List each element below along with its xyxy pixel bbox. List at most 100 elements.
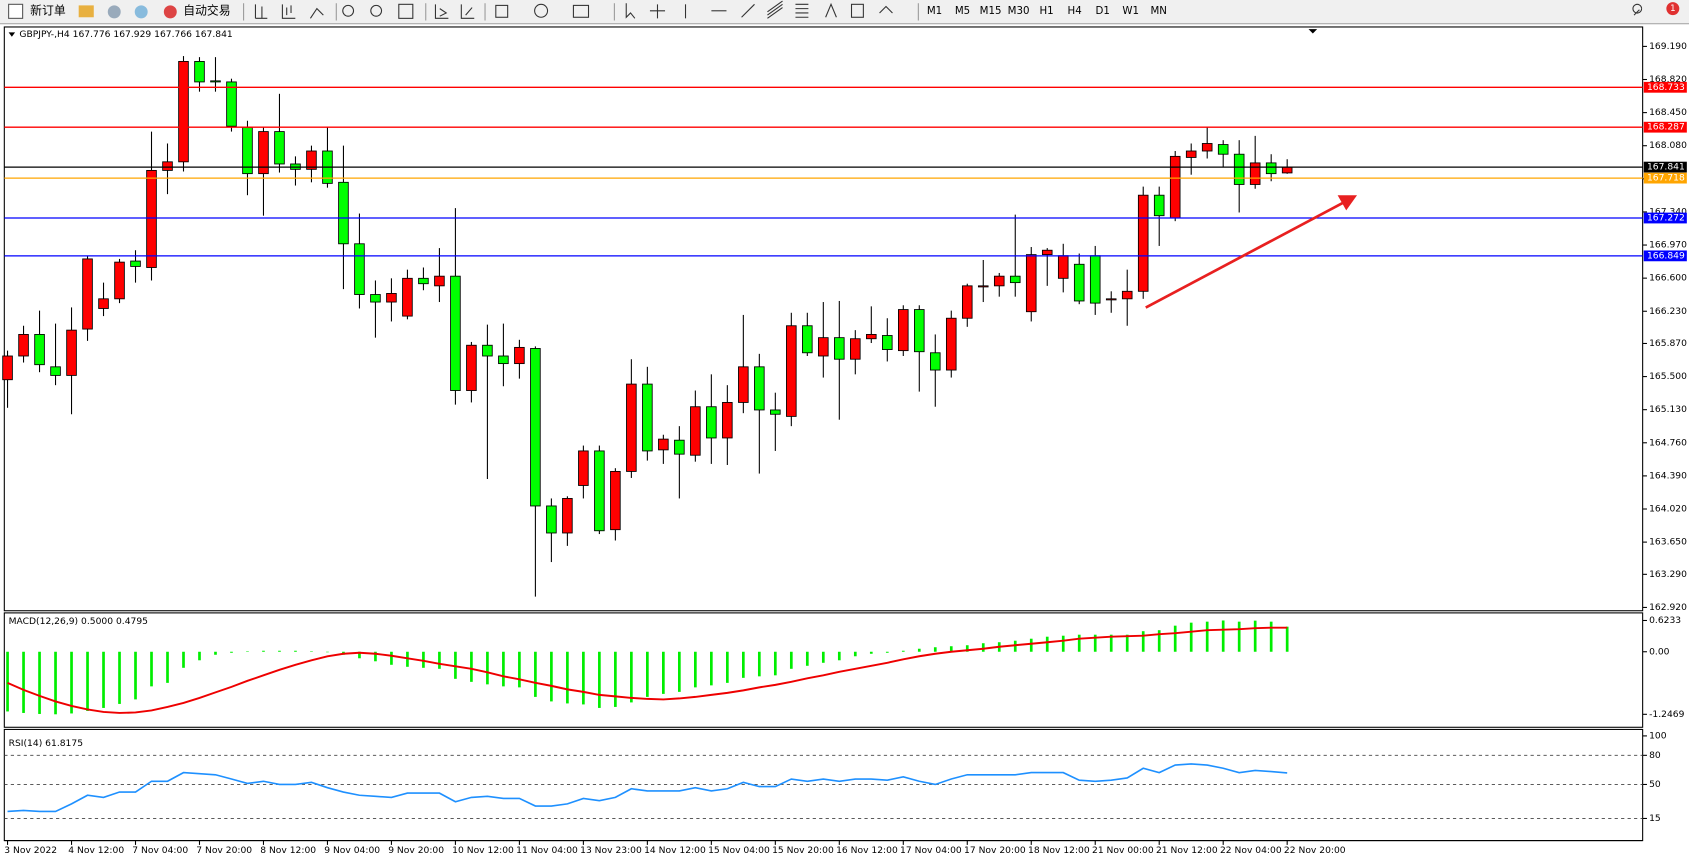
toolbar-icon[interactable] (78, 5, 94, 18)
trendline-tool[interactable] (741, 3, 755, 18)
tool-icon[interactable] (309, 7, 324, 19)
zoom-in[interactable] (342, 4, 355, 17)
indicator-line (7, 763, 1288, 813)
candle-body (1137, 194, 1149, 292)
y-tick-label: 80 (1649, 750, 1661, 761)
candle-body (130, 260, 141, 267)
tool-icon[interactable] (434, 4, 449, 19)
candle-body (1217, 144, 1229, 155)
notification-badge[interactable] (1666, 2, 1680, 16)
price-level-tag (1643, 121, 1687, 133)
candle-body (993, 275, 1005, 287)
trend-arrow (1145, 201, 1344, 309)
channel-tool[interactable] (767, 0, 783, 19)
panel-title: RSI(14) 61.8175 (9, 738, 84, 749)
y-tick-label: 165.870 (1649, 338, 1687, 349)
x-tick-label: 15 Nov 04:00 (708, 845, 770, 856)
cursor-tool[interactable] (625, 3, 636, 19)
x-tick-label: 7 Nov 20:00 (196, 845, 252, 856)
candle-body (434, 275, 445, 287)
auto-trading-button[interactable]: 自动交易 (183, 3, 230, 17)
label-tool[interactable] (850, 3, 864, 18)
price-level-label: 168.287 (1647, 122, 1685, 133)
x-tick-label: 13 Nov 23:00 (580, 845, 642, 856)
candle-body (338, 181, 349, 245)
x-tick-label: 3 Nov 2022 (4, 845, 57, 856)
timeframe-button[interactable]: H1 (1039, 5, 1053, 17)
candle-body (546, 505, 557, 534)
zoom-out[interactable] (370, 4, 383, 17)
timeframe-button[interactable]: M30 (1008, 5, 1030, 17)
candle-body (818, 337, 829, 357)
candle-body (354, 243, 365, 295)
candle-body (50, 366, 61, 376)
tool-icon[interactable] (254, 4, 268, 19)
text-tool[interactable] (825, 2, 837, 18)
y-tick-label: 165.500 (1649, 371, 1687, 382)
tool-icon[interactable] (460, 4, 475, 19)
signal-line (7, 626, 1288, 714)
timeframe-button[interactable]: MN (1150, 5, 1166, 17)
trend-arrowhead (1337, 195, 1358, 211)
candle-body (306, 150, 317, 170)
tool-icon[interactable] (495, 4, 509, 18)
chart-shift-marker (1308, 29, 1318, 34)
timeframe-button[interactable]: D1 (1095, 5, 1109, 17)
tool-icon[interactable] (534, 3, 549, 18)
candle-body (1089, 255, 1101, 304)
timeframe-button[interactable]: H4 (1068, 5, 1082, 17)
timeframe-bar: M1 M5 M15 M30 H1 H4 D1 W1 MN (927, 5, 1167, 17)
arrow-tool[interactable] (879, 5, 893, 14)
macd-panel (3, 612, 1644, 728)
toolbar-icon[interactable] (107, 5, 121, 19)
candle-body (594, 450, 605, 532)
new-order-button[interactable]: 新订单 (30, 3, 66, 17)
candle-body (738, 366, 749, 403)
candle-body (114, 261, 125, 300)
toolbar-tools (254, 0, 893, 19)
candle-body (690, 406, 701, 456)
candle-body (530, 348, 541, 507)
y-tick-label: 50 (1649, 779, 1661, 790)
price-level-tag (1643, 81, 1687, 93)
price-level-label: 167.718 (1647, 173, 1685, 184)
candle-body (1057, 255, 1069, 279)
auto-trading-icon[interactable] (163, 5, 177, 19)
x-tick-label: 8 Nov 12:00 (260, 845, 316, 856)
candle-body (914, 309, 925, 353)
new-order-icon[interactable] (8, 3, 24, 19)
timeframe-button[interactable]: W1 (1122, 5, 1139, 17)
candle-body (514, 346, 525, 365)
candle-body (658, 438, 669, 451)
tool-icon[interactable] (572, 4, 590, 18)
candle-body (66, 329, 77, 376)
candle-body (834, 337, 845, 360)
y-tick-label: 166.600 (1649, 273, 1687, 284)
panel-title: GBPJPY-,H4 167.776 167.929 167.766 167.8… (19, 29, 232, 40)
candle-body (1201, 143, 1213, 152)
candle-body (1041, 249, 1053, 256)
candle-body (754, 366, 765, 411)
fibo-tool[interactable] (795, 3, 809, 18)
candle-body (1249, 162, 1261, 185)
candle-body (274, 131, 285, 165)
y-tick-label: 0.6233 (1649, 615, 1681, 626)
y-tick-label: 167.340 (1649, 206, 1687, 217)
timeframe-button[interactable]: M5 (955, 5, 970, 17)
x-tick-label: 4 Nov 12:00 (68, 845, 124, 856)
tile-icon[interactable] (398, 3, 414, 19)
crosshair-tool[interactable] (649, 4, 666, 19)
timeframe-button[interactable]: M1 (927, 5, 942, 17)
timeframe-button[interactable]: M15 (980, 5, 1002, 17)
x-tick-label: 21 Nov 00:00 (1092, 845, 1154, 856)
tool-icon[interactable] (281, 4, 296, 19)
x-tick-label: 9 Nov 04:00 (324, 845, 380, 856)
x-tick-label: 11 Nov 04:00 (516, 845, 578, 856)
search-icon[interactable] (1632, 3, 1643, 16)
y-tick-label: 169.190 (1649, 41, 1687, 52)
toolbar-icon[interactable] (134, 5, 148, 19)
x-tick-label: 14 Nov 12:00 (644, 845, 706, 856)
candle-body (802, 325, 813, 354)
